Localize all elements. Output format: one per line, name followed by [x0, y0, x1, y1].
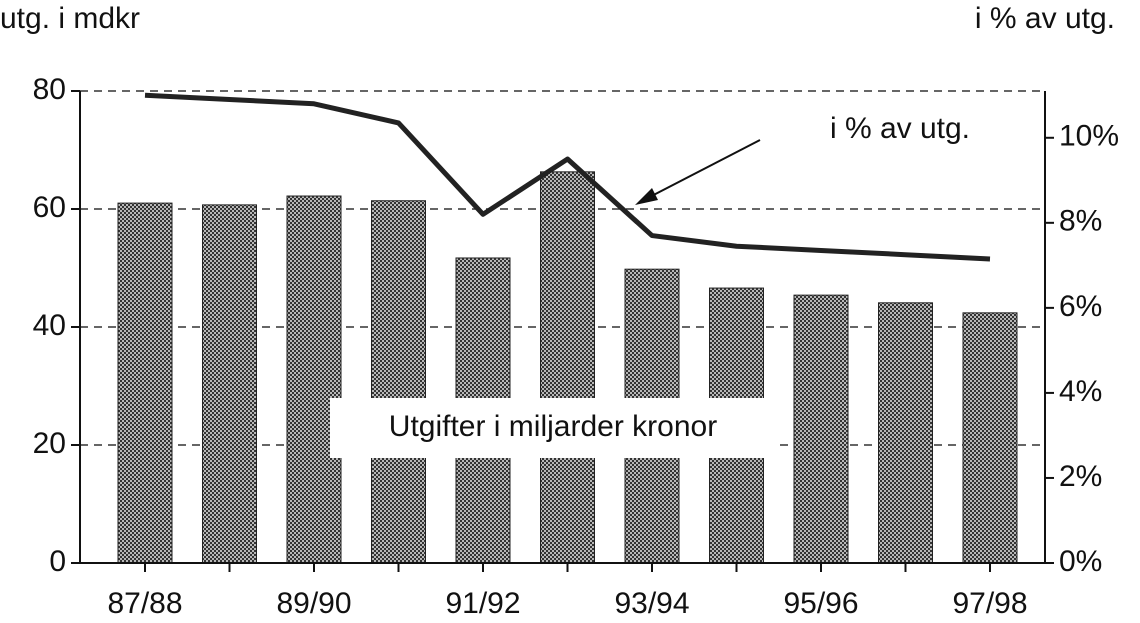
y-tick-label: 0 [49, 545, 66, 578]
y-tick-label: 60 [33, 191, 66, 224]
label-box [330, 398, 775, 458]
y-tick-label: 20 [33, 427, 66, 460]
bar [202, 204, 257, 564]
x-tick-label: 89/90 [276, 587, 351, 620]
bar [878, 302, 933, 564]
bar-annotation: Utgifter i miljarder kronor [389, 410, 717, 443]
y2-tick-label: 10% [1059, 120, 1119, 153]
bar [962, 312, 1018, 564]
x-tick-label: 97/98 [952, 587, 1027, 620]
y2-tick-label: 8% [1059, 205, 1102, 238]
plot: 0 20 40 60 80 0% 2% 4% 6% 8% 10% 87/88 89/90 91/92 93/… [33, 73, 1119, 620]
bar [540, 171, 595, 564]
bar [371, 200, 426, 564]
y2-axis-label: i % av utg. [975, 2, 1115, 35]
bar [286, 195, 342, 564]
annotation-arrow [639, 139, 761, 203]
y-axis-label: utg. i mdkr [0, 2, 140, 35]
x-tick-label: 95/96 [783, 587, 858, 620]
x-tick-label: 91/92 [445, 587, 520, 620]
line-annotation: i % av utg. [830, 112, 970, 145]
x-tick-label: 87/88 [107, 587, 182, 620]
line [144, 92, 991, 262]
y2-tick-label: 2% [1059, 460, 1102, 493]
y2-tick-label: 6% [1059, 290, 1102, 323]
arrow-head [635, 188, 658, 205]
y2-tick-label: 0% [1059, 545, 1102, 578]
y2-tick-label: 4% [1059, 375, 1102, 408]
y-tick-label: 80 [33, 73, 66, 106]
y-tick-label: 40 [33, 309, 66, 342]
x-tick-label: 93/94 [614, 587, 689, 620]
bar [793, 294, 849, 564]
bar [117, 202, 173, 564]
